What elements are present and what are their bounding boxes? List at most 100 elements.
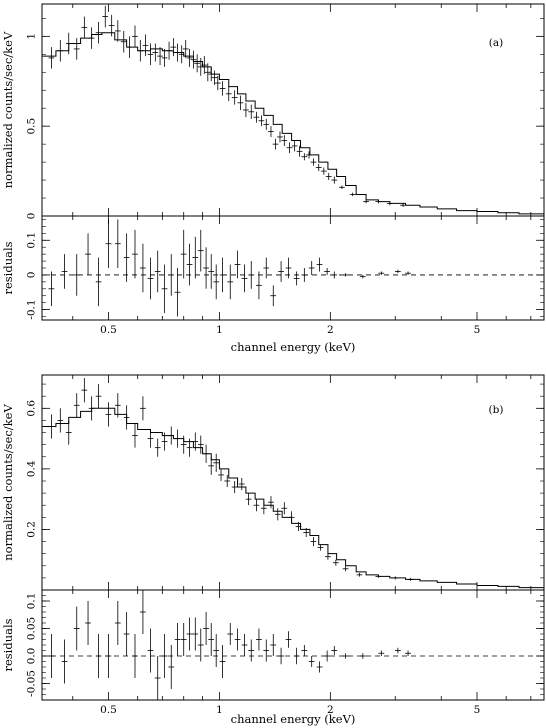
data-point bbox=[190, 50, 197, 69]
data-point bbox=[392, 576, 399, 580]
data-point bbox=[308, 656, 315, 667]
data-point bbox=[95, 384, 102, 409]
data-point bbox=[315, 163, 322, 172]
panel-tag: (b) bbox=[489, 404, 504, 416]
data-point bbox=[331, 176, 338, 184]
data-point bbox=[166, 41, 172, 60]
data-point bbox=[157, 47, 163, 66]
data-point bbox=[386, 201, 393, 206]
x-tick-label: 5 bbox=[474, 704, 481, 716]
data-point bbox=[281, 502, 288, 515]
data-point bbox=[241, 634, 248, 656]
data-point bbox=[73, 606, 80, 651]
x-tick-label: 2 bbox=[327, 704, 334, 716]
data-point bbox=[168, 645, 175, 689]
data-point bbox=[270, 285, 277, 307]
y-tick-label: 0 bbox=[26, 213, 38, 220]
data-point bbox=[219, 81, 226, 96]
data-point bbox=[95, 21, 102, 44]
model-histogram bbox=[42, 407, 545, 589]
data-point bbox=[227, 264, 234, 300]
data-point bbox=[203, 247, 209, 289]
data-point bbox=[213, 634, 220, 667]
data-point bbox=[400, 203, 406, 208]
data-point bbox=[73, 254, 80, 296]
data-point bbox=[248, 639, 255, 662]
data-point bbox=[378, 271, 385, 275]
data-point bbox=[394, 647, 401, 654]
data-point bbox=[137, 39, 144, 62]
data-point bbox=[263, 118, 270, 130]
data-point bbox=[57, 408, 64, 433]
data-point bbox=[253, 111, 260, 123]
data-point bbox=[306, 151, 312, 159]
spectrum-frame bbox=[41, 3, 545, 217]
data-point bbox=[154, 438, 161, 457]
data-point bbox=[310, 537, 317, 547]
spectrum-plot: 0.2 0.4 0.6 normalized counts/sec/keV bbox=[1, 374, 545, 591]
data-point bbox=[192, 617, 199, 651]
data-point bbox=[105, 219, 112, 268]
x-tick-label: 1 bbox=[216, 704, 223, 716]
data-point bbox=[359, 653, 366, 659]
data-point bbox=[245, 493, 252, 506]
data-point bbox=[174, 429, 181, 448]
residuals-plot: -0.05 0.0 0.05 0.1 residuals bbox=[1, 589, 545, 701]
data-point bbox=[405, 650, 411, 656]
data-point bbox=[88, 396, 95, 421]
data-point bbox=[219, 645, 226, 678]
data-point bbox=[81, 378, 88, 403]
data-point bbox=[182, 39, 189, 58]
data-point bbox=[325, 553, 331, 560]
data-point bbox=[197, 229, 204, 272]
data-point bbox=[375, 199, 382, 204]
data-point bbox=[356, 573, 363, 577]
data-point bbox=[303, 527, 310, 538]
data-point bbox=[147, 429, 154, 448]
data-point bbox=[48, 271, 55, 307]
residuals-frame bbox=[41, 589, 545, 701]
data-point bbox=[285, 257, 292, 279]
data-point bbox=[260, 502, 267, 515]
data-point bbox=[180, 435, 187, 454]
data-point bbox=[375, 574, 382, 578]
data-point bbox=[263, 257, 270, 279]
data-point bbox=[85, 233, 91, 275]
data-point bbox=[57, 39, 64, 62]
y-tick-label: 1 bbox=[26, 33, 38, 40]
spectrum-frame bbox=[41, 374, 545, 591]
data-point bbox=[203, 444, 209, 463]
data-point bbox=[234, 628, 241, 651]
data-point bbox=[218, 468, 224, 481]
residuals-frame bbox=[41, 215, 545, 321]
panel-b: 0.2 0.4 0.6 normalized counts/sec/keV -0.05 0… bbox=[1, 374, 545, 726]
data-point bbox=[331, 271, 338, 279]
data-point bbox=[243, 102, 249, 118]
data-point bbox=[213, 453, 220, 472]
data-point bbox=[339, 185, 345, 190]
data-point bbox=[270, 634, 277, 656]
data-point bbox=[208, 456, 215, 475]
data-point bbox=[170, 38, 177, 57]
data-point bbox=[120, 30, 127, 53]
data-point bbox=[161, 432, 168, 451]
data-point bbox=[258, 115, 265, 127]
data-point bbox=[194, 54, 200, 73]
x-tick-label: 0.5 bbox=[100, 704, 117, 716]
data-point bbox=[168, 426, 175, 445]
data-point bbox=[256, 271, 262, 300]
data-point bbox=[238, 477, 245, 491]
y-tick-label: 0.5 bbox=[26, 118, 38, 135]
data-point bbox=[268, 126, 274, 137]
data-point bbox=[248, 104, 255, 119]
data-point bbox=[407, 577, 414, 581]
data-point bbox=[197, 57, 204, 76]
data-point bbox=[325, 172, 332, 181]
data-point bbox=[241, 264, 248, 293]
residuals-y-axis-title: residuals bbox=[1, 241, 15, 294]
data-point bbox=[231, 90, 238, 105]
data-point bbox=[288, 511, 295, 524]
data-point bbox=[285, 631, 292, 648]
data-point bbox=[174, 623, 181, 656]
data-point bbox=[204, 63, 211, 82]
